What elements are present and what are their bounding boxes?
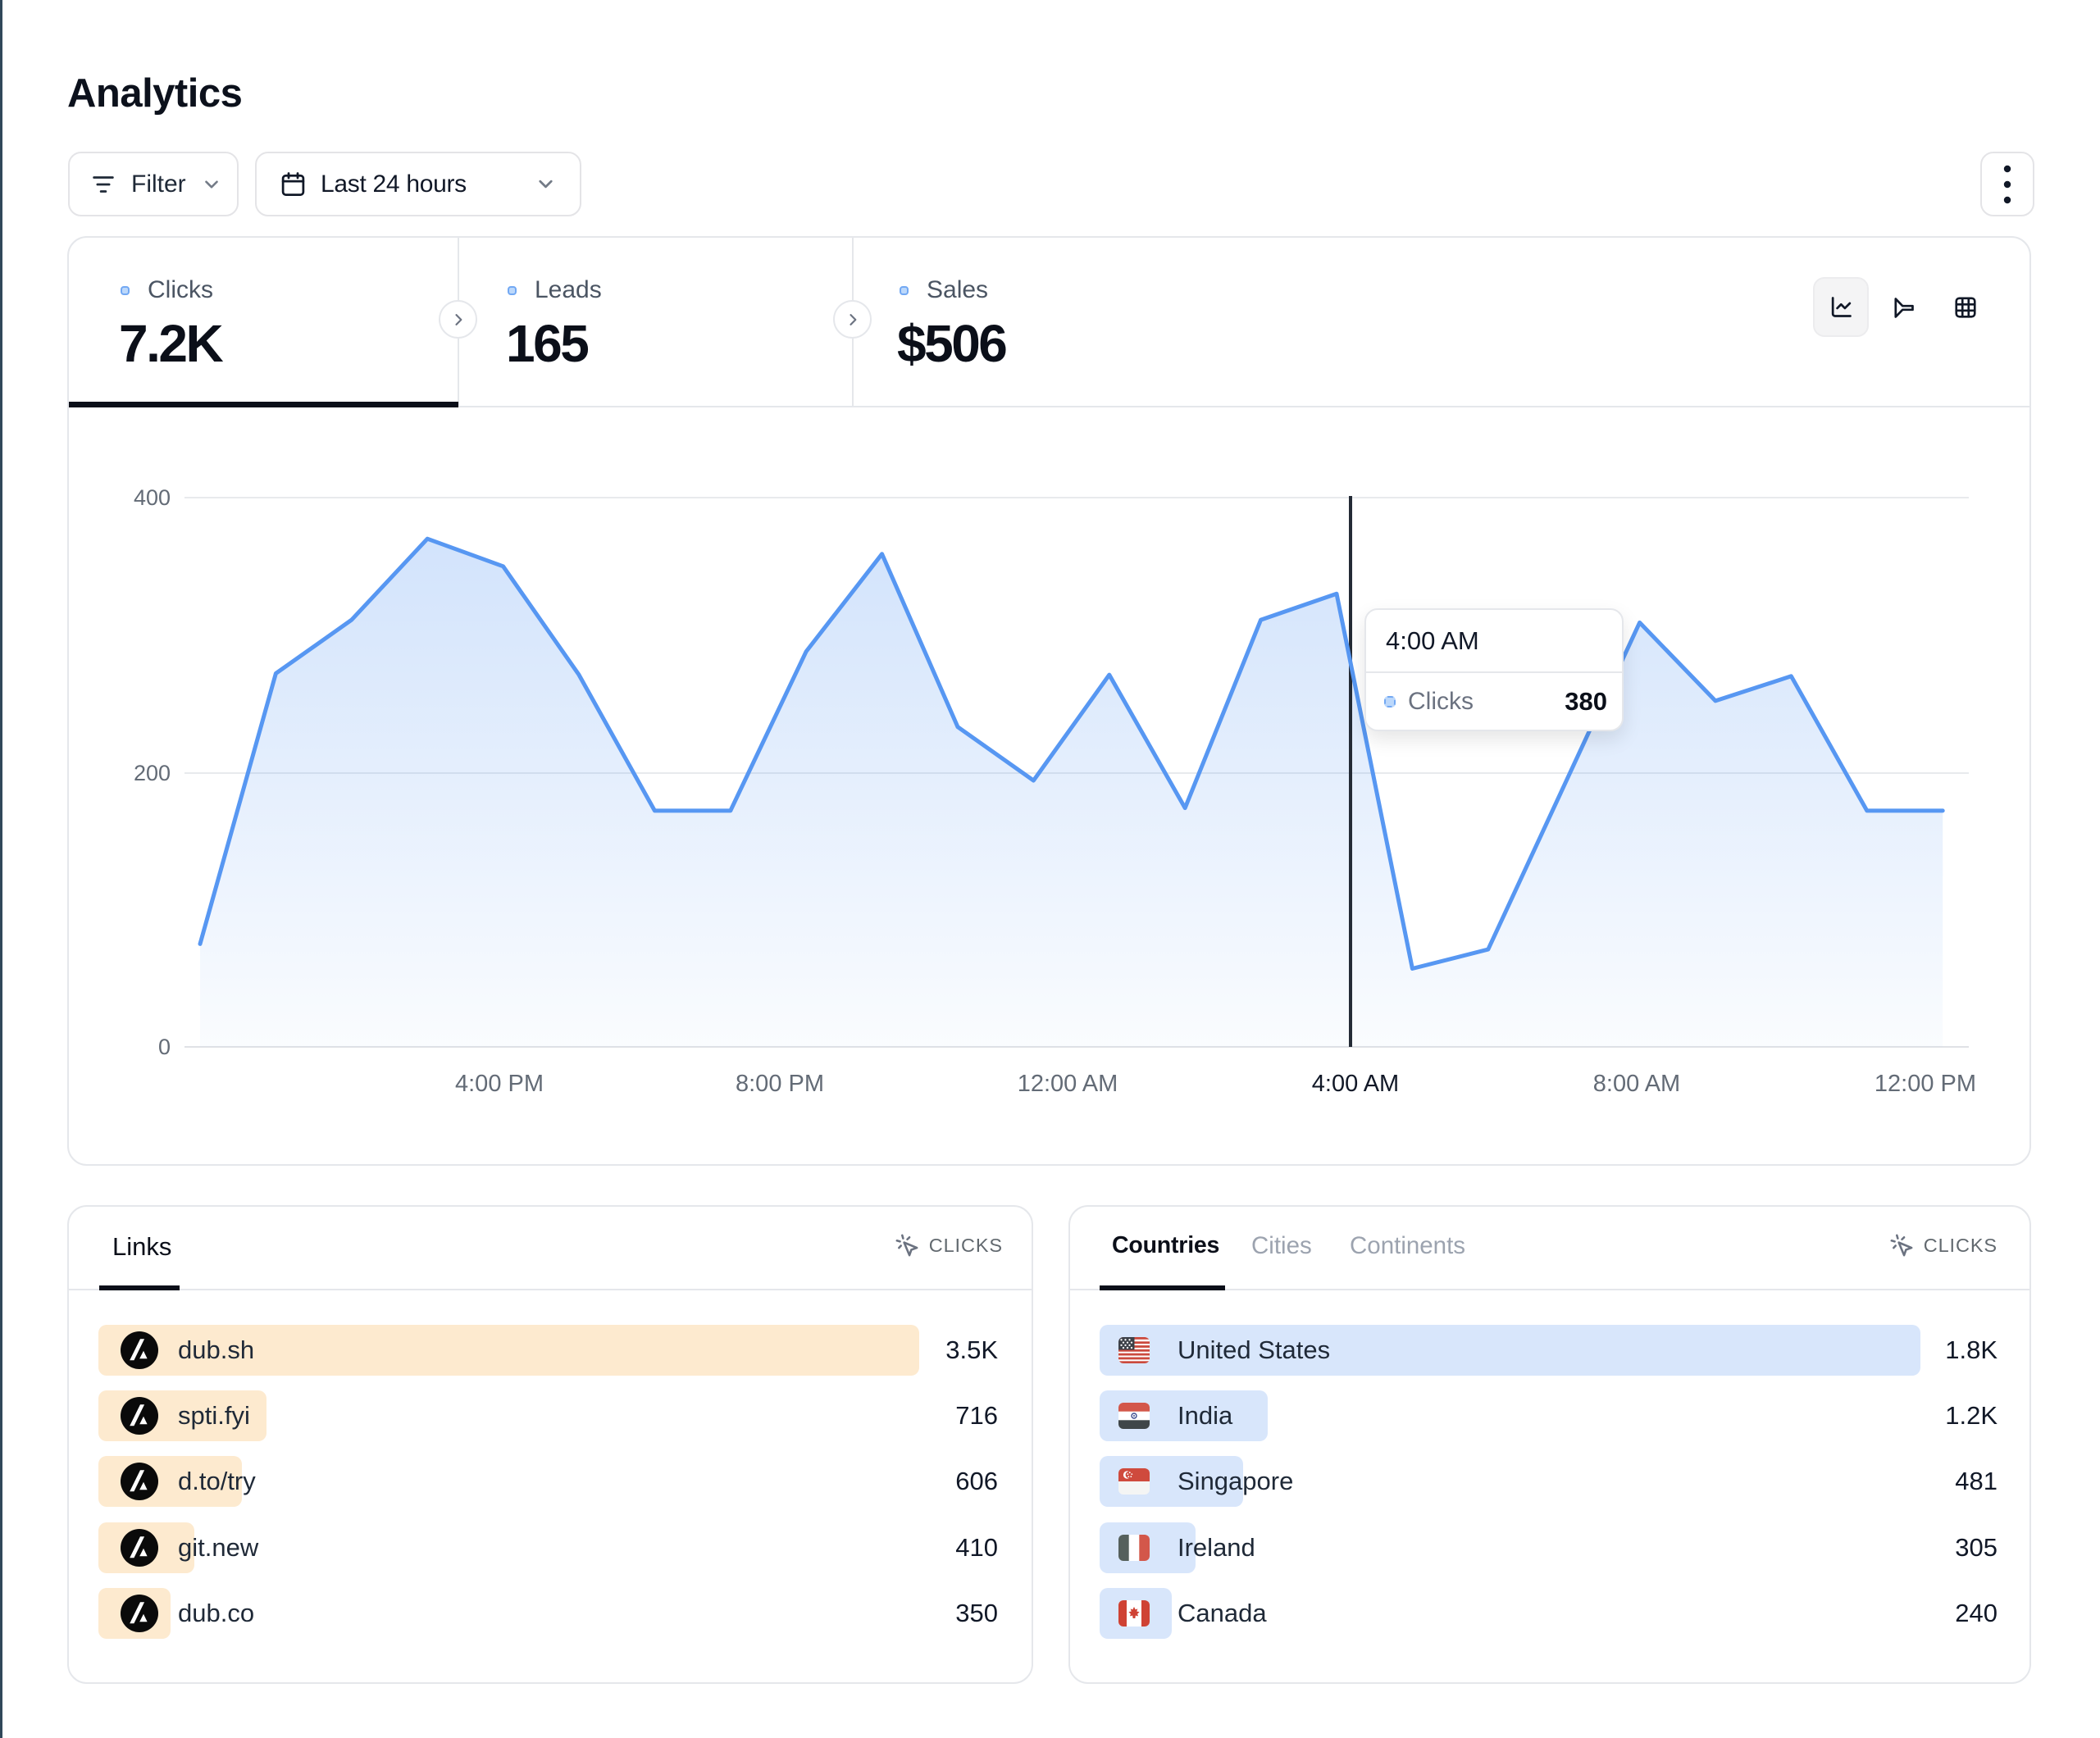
svg-text:12:00 AM: 12:00 AM [1018,1071,1118,1097]
svg-text:200: 200 [134,761,171,785]
svg-text:8:00 PM: 8:00 PM [736,1071,824,1097]
svg-text:12:00 PM: 12:00 PM [1875,1071,1976,1097]
svg-text:400: 400 [134,485,171,510]
svg-text:4:00 AM: 4:00 AM [1312,1071,1399,1097]
svg-text:0: 0 [158,1035,171,1059]
svg-text:8:00 AM: 8:00 AM [1593,1071,1680,1097]
svg-text:4:00 PM: 4:00 PM [455,1071,544,1097]
